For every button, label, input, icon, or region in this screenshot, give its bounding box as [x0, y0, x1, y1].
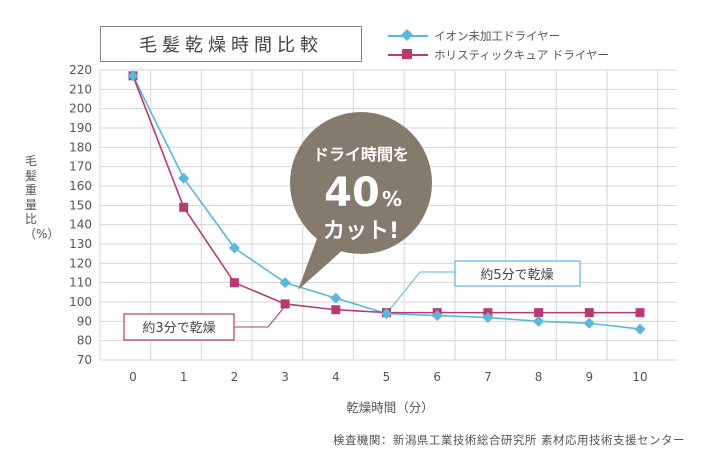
- bubble-text-3: カット!: [323, 219, 399, 244]
- data-point-ion: [482, 311, 494, 323]
- legend-label-ion: イオン未加工ドライヤー: [434, 28, 561, 43]
- y-tick-label: 70: [77, 353, 92, 367]
- y-tick-label: 200: [69, 102, 92, 116]
- data-point-ion: [279, 277, 291, 289]
- y-tick-label: 130: [69, 237, 92, 251]
- x-tick-label: 9: [585, 370, 593, 384]
- chart-title: 毛髪乾燥時間比較: [100, 26, 362, 62]
- data-point-ion: [634, 323, 646, 335]
- y-tick-label: 110: [69, 276, 92, 290]
- data-point-holistic: [179, 202, 189, 212]
- data-point-ion: [533, 315, 545, 327]
- square-marker-icon: [388, 48, 428, 62]
- y-tick-label: 170: [69, 160, 92, 174]
- y-tick-label: 150: [69, 198, 92, 212]
- y-tick-labels: 70 80 90 100 110 120 130 140 150 160 170 180 190 200 2…: [69, 63, 92, 367]
- legend-label-holistic: ホリスティックキュア ドライヤー: [434, 47, 609, 62]
- y-tick-label: 100: [69, 295, 92, 309]
- y-tick-label: 190: [69, 121, 92, 135]
- data-point-holistic: [635, 308, 645, 318]
- x-tick-label: 4: [332, 370, 340, 384]
- bubble-annotation: ドライ時間を 40 % カット!: [290, 112, 432, 290]
- y-tick-label: 90: [77, 314, 92, 328]
- y-axis-label: 毛髪重量比（%）: [24, 154, 60, 241]
- diamond-marker-icon: [388, 28, 428, 43]
- y-tick-label: 140: [69, 218, 92, 232]
- callout-red-leader: [234, 304, 287, 328]
- x-tick-labels: 0 1 2 3 4 5 6 7 8 9 10: [129, 370, 647, 384]
- callout-blue-text: 約5分で乾燥: [480, 268, 553, 283]
- source-note: 検査機関：新潟県工業技術総合研究所 素材応用技術支援センター: [332, 433, 685, 447]
- x-tick-label: 1: [180, 370, 188, 384]
- series-points: [127, 70, 646, 335]
- y-tick-label: 80: [77, 334, 92, 348]
- data-point-holistic: [331, 305, 341, 315]
- x-tick-label: 2: [231, 370, 239, 384]
- callout-blue: 約5分で乾燥: [454, 260, 581, 287]
- data-point-ion: [127, 70, 139, 82]
- legend-item-ion: イオン未加工ドライヤー: [388, 26, 609, 45]
- x-tick-label: 0: [129, 370, 137, 384]
- data-point-ion: [178, 172, 190, 184]
- bubble-text-big: 40: [324, 170, 380, 216]
- x-axis-label: 乾燥時間（分）: [346, 400, 434, 415]
- bubble-text-1: ドライ時間を: [313, 145, 409, 164]
- x-tick-label: 10: [632, 370, 647, 384]
- data-point-holistic: [280, 299, 290, 309]
- x-tick-label: 7: [484, 370, 492, 384]
- data-point-holistic: [534, 308, 544, 318]
- y-tick-label: 160: [69, 179, 92, 193]
- y-tick-label: 220: [69, 63, 92, 77]
- data-point-holistic: [584, 308, 594, 318]
- y-tick-label: 120: [69, 256, 92, 270]
- x-tick-label: 3: [281, 370, 289, 384]
- y-tick-label: 180: [69, 140, 92, 154]
- data-point-ion: [330, 292, 342, 304]
- callout-red-text: 約3分で乾燥: [142, 321, 215, 336]
- bubble-text-pct: %: [382, 187, 402, 211]
- legend: イオン未加工ドライヤー ホリスティックキュア ドライヤー: [388, 26, 609, 64]
- callout-red: 約3分で乾燥: [123, 313, 235, 341]
- data-point-ion: [228, 242, 240, 254]
- data-point-holistic: [229, 278, 239, 288]
- legend-item-holistic: ホリスティックキュア ドライヤー: [388, 45, 609, 64]
- x-tick-label: 5: [383, 370, 391, 384]
- data-point-ion: [431, 310, 443, 322]
- data-point-ion: [381, 308, 392, 320]
- x-tick-label: 8: [535, 370, 543, 384]
- x-tick-label: 6: [433, 370, 441, 384]
- data-point-ion: [583, 317, 595, 329]
- y-tick-label: 210: [69, 82, 92, 96]
- callout-blue-leader: [386, 271, 455, 314]
